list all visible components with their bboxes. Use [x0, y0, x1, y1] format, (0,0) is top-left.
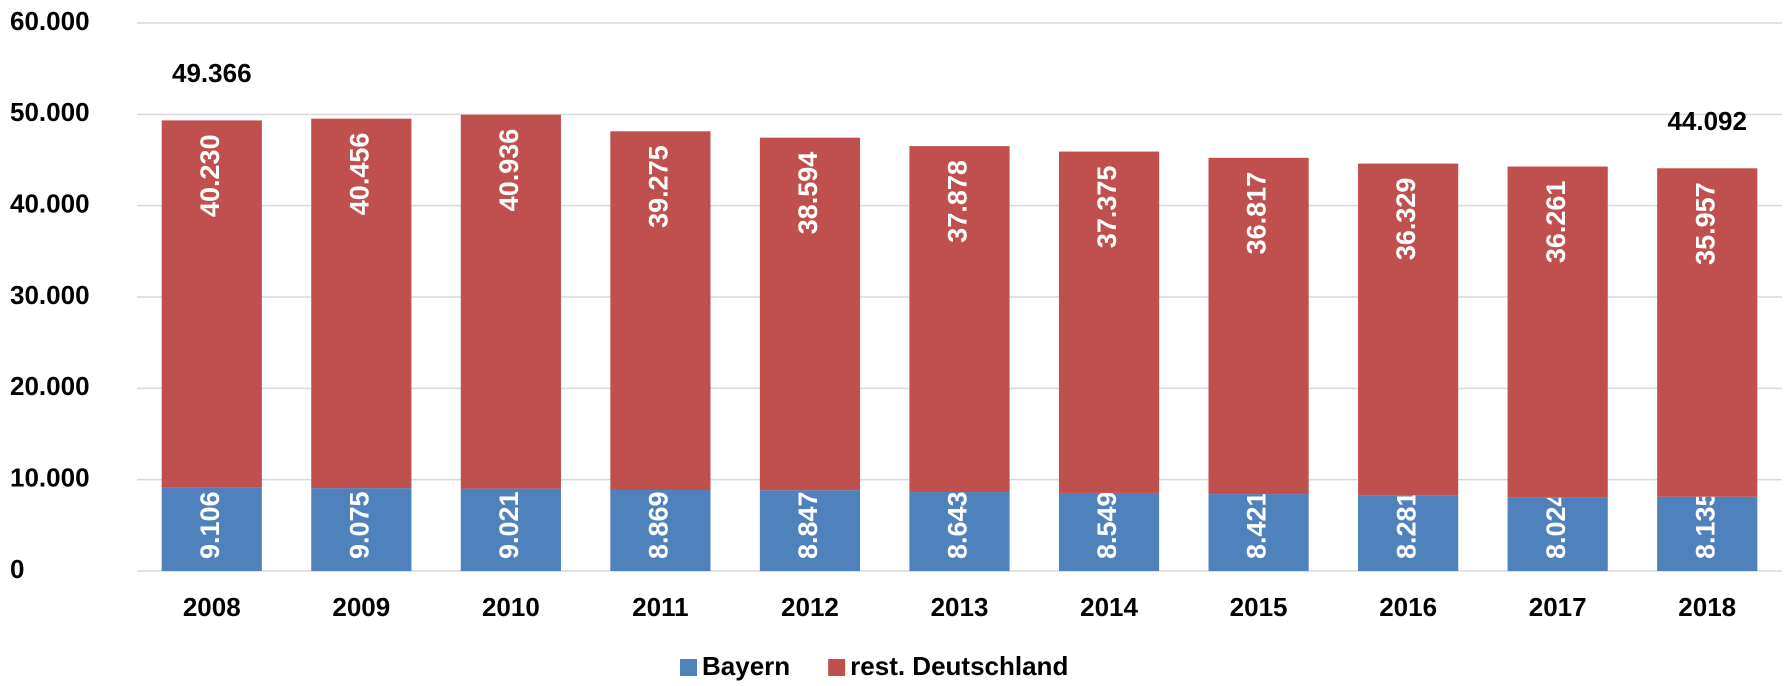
bar-segment	[1058, 492, 1160, 571]
legend-swatch	[828, 659, 846, 676]
y-tick-label: 30.000	[10, 280, 90, 310]
bar-segment	[759, 490, 861, 571]
x-tick-label: 2017	[1529, 592, 1587, 622]
bar-segment	[1657, 496, 1758, 571]
y-tick-label: 50.000	[10, 97, 90, 127]
data-label: 36.261	[1541, 181, 1571, 264]
x-tick-label: 2011	[632, 592, 688, 622]
x-tick-label: 2016	[1379, 592, 1437, 622]
x-tick-label: 2018	[1678, 592, 1736, 622]
data-label: 9.021	[494, 491, 524, 559]
bar-segment	[1507, 166, 1608, 498]
y-tick-label: 20.000	[10, 371, 90, 401]
bar-segment	[1208, 157, 1309, 495]
data-label: 8.135	[1690, 491, 1720, 559]
data-label: 39.275	[644, 145, 674, 228]
data-label: 38.594	[793, 152, 823, 235]
x-tick-label: 2015	[1230, 592, 1288, 622]
x-tick-label: 2009	[332, 592, 390, 622]
y-tick-label: 0	[10, 554, 24, 584]
data-label: 36.817	[1242, 172, 1272, 255]
bar-segment	[460, 114, 561, 489]
data-label: 35.957	[1690, 182, 1720, 265]
data-label: 8.421	[1242, 491, 1272, 559]
bar-segment	[161, 487, 262, 571]
total-label: 44.092	[1667, 106, 1747, 136]
data-label: 40.936	[494, 129, 524, 212]
bar-segment	[460, 488, 561, 571]
legend-swatch	[680, 659, 697, 676]
bar-segment	[1507, 497, 1608, 571]
x-tick-label: 2010	[482, 592, 540, 622]
data-label: 8.847	[793, 491, 823, 559]
bar-segment	[1058, 151, 1160, 493]
data-label: 8.281	[1391, 491, 1421, 559]
data-label: 8.024	[1541, 491, 1571, 559]
bar-segment	[1358, 495, 1459, 571]
legend-label: Bayern	[702, 651, 790, 681]
data-label: 37.375	[1092, 166, 1122, 249]
data-label: 37.878	[943, 160, 973, 243]
data-label: 8.549	[1092, 491, 1122, 559]
data-label: 9.075	[344, 491, 374, 559]
bar-segment	[610, 131, 711, 490]
legend-label: rest. Deutschland	[850, 651, 1068, 681]
bar-segment	[311, 488, 412, 571]
data-label: 8.869	[644, 491, 674, 559]
y-tick-label: 10.000	[10, 463, 90, 493]
x-tick-label: 2014	[1080, 592, 1138, 622]
data-label: 36.329	[1391, 178, 1421, 261]
x-tick-label: 2013	[931, 592, 989, 622]
bar-segment	[1358, 163, 1459, 496]
bar-segment	[1657, 168, 1758, 497]
bar-segment	[909, 146, 1010, 493]
x-tick-label: 2008	[183, 592, 241, 622]
data-label: 40.230	[195, 134, 225, 217]
bar-segment	[1208, 494, 1309, 571]
y-tick-label: 40.000	[10, 189, 90, 219]
data-label: 9.106	[195, 491, 225, 559]
bar-segment	[909, 492, 1010, 571]
x-tick-label: 2012	[781, 592, 839, 622]
bar-segment	[759, 137, 861, 491]
bar-segment	[610, 489, 711, 571]
data-label: 40.456	[344, 133, 374, 216]
bar-segment	[311, 118, 412, 489]
data-label: 8.643	[943, 491, 973, 559]
bar-segment	[161, 120, 262, 488]
total-label: 49.366	[172, 58, 252, 88]
y-tick-label: 60.000	[10, 6, 90, 36]
